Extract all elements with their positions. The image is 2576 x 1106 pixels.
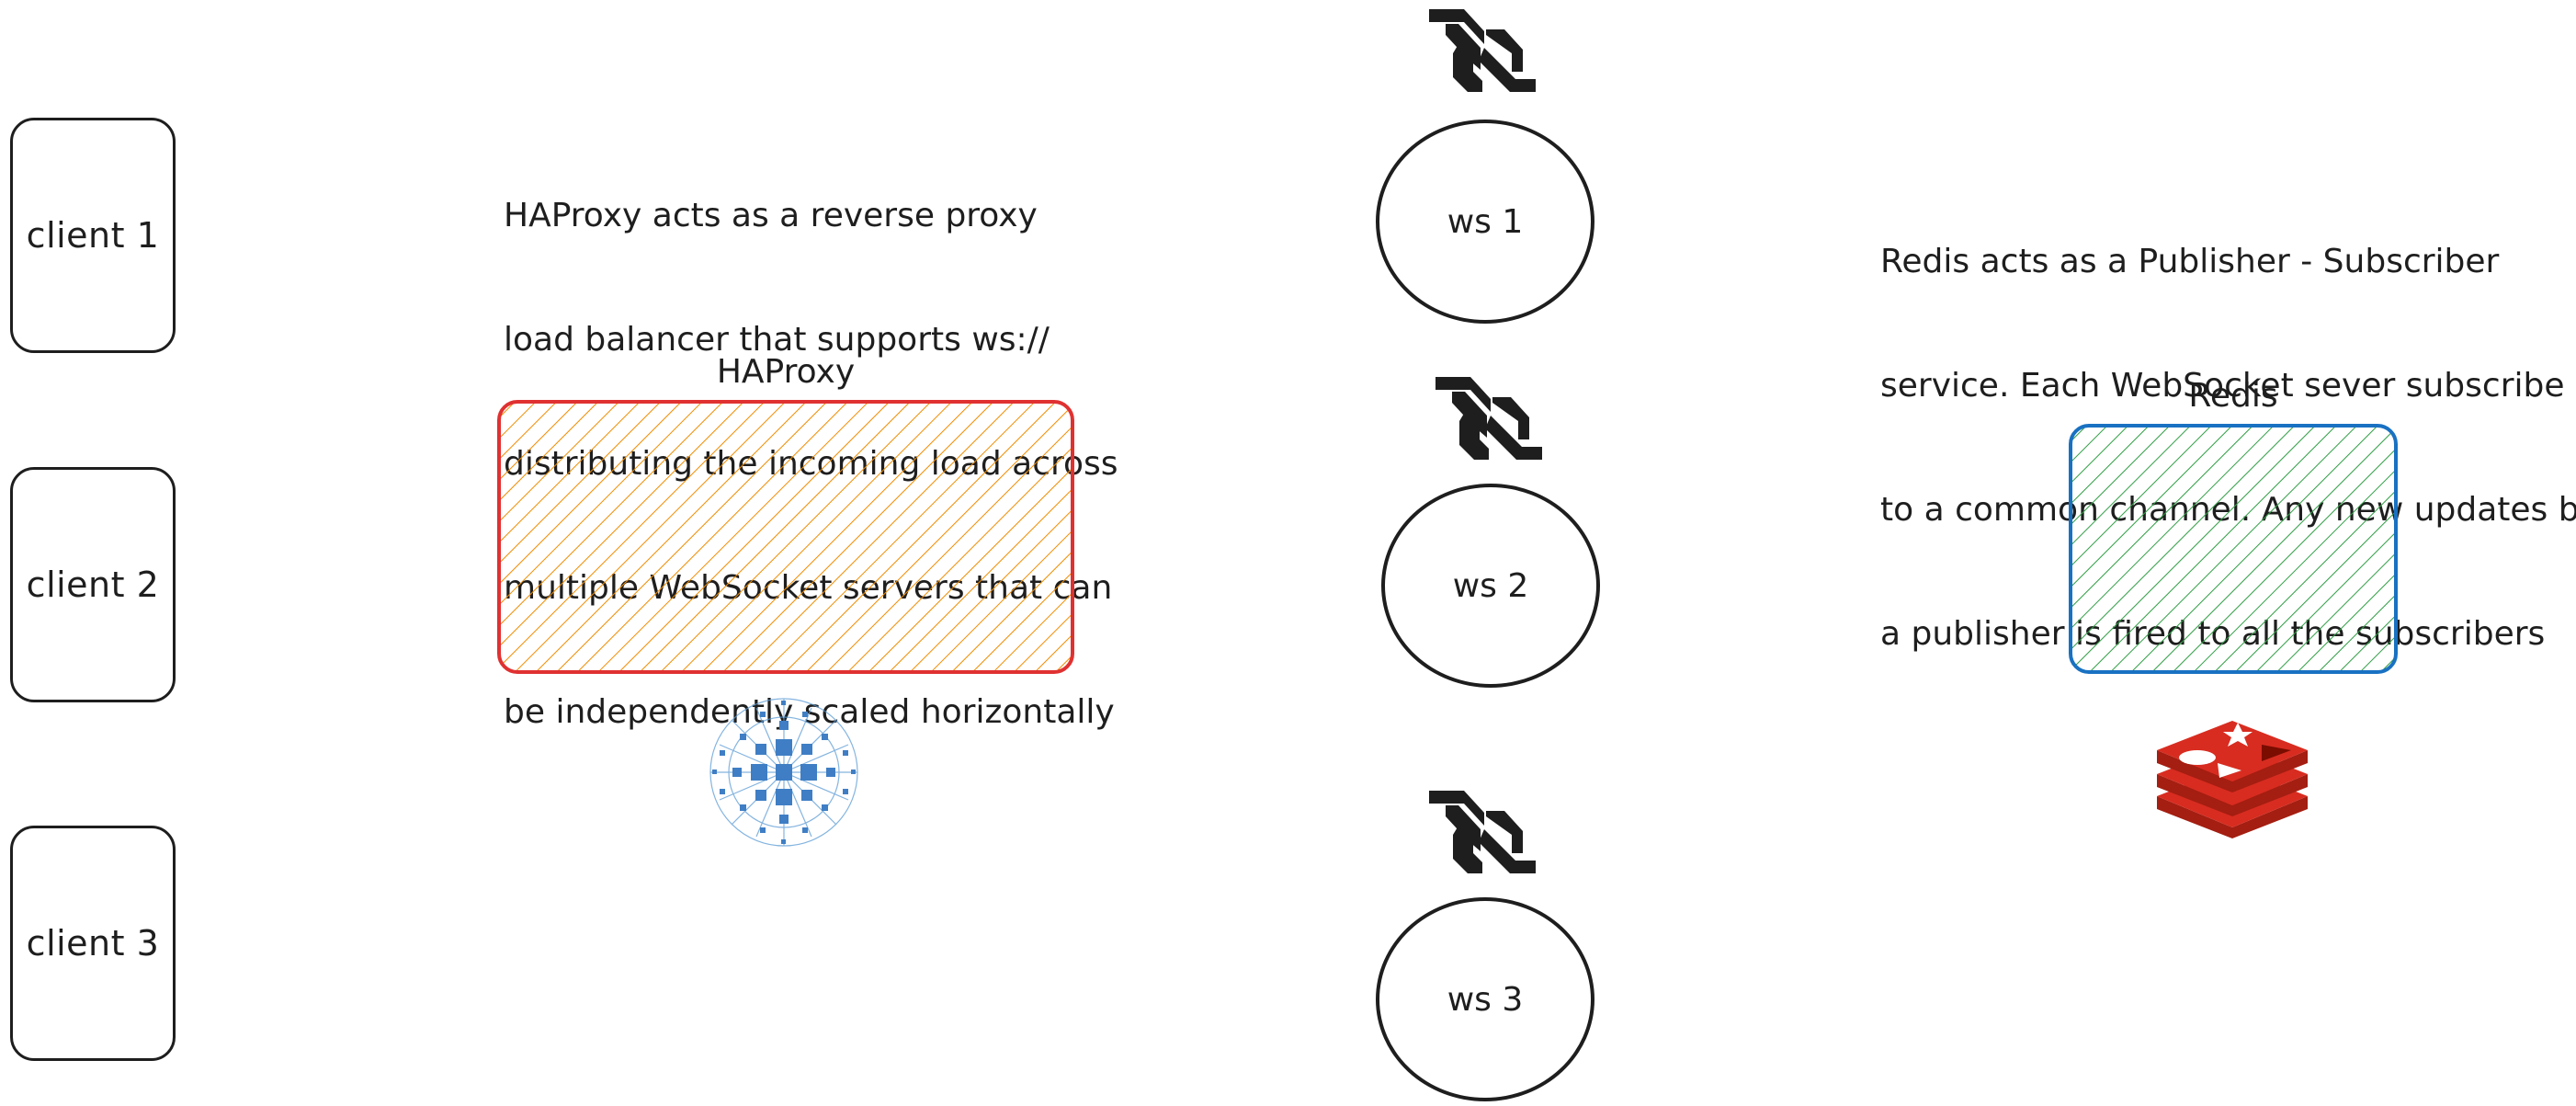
redis-note-line: service. Each WebSocket sever subscribe: [1880, 367, 2565, 405]
ws-2-node[interactable]: ws 2: [1381, 484, 1600, 688]
ws-3-label: ws 3: [1447, 980, 1524, 1019]
ws-3-node[interactable]: ws 3: [1376, 897, 1594, 1101]
client-3-box[interactable]: client 3: [10, 826, 176, 1061]
redis-note-line: Redis acts as a Publisher - Subscriber: [1880, 243, 2500, 280]
client-1-box[interactable]: client 1: [10, 118, 176, 353]
client-3-label: client 3: [26, 923, 160, 963]
haproxy-note-line: load balancer that supports ws://: [504, 321, 1050, 359]
redis-logo-icon: [2153, 706, 2311, 838]
haproxy-box[interactable]: [496, 399, 1075, 675]
client-1-label: client 1: [26, 215, 160, 256]
redis-box[interactable]: [2068, 423, 2399, 675]
haproxy-note-line: be independently scaled horizontally: [504, 693, 1115, 731]
haproxy-title: HAProxy: [716, 353, 856, 391]
client-2-box[interactable]: client 2: [10, 467, 176, 702]
client-2-label: client 2: [26, 564, 160, 605]
ws-1-node[interactable]: ws 1: [1376, 120, 1594, 324]
ws-1-label: ws 1: [1447, 202, 1524, 241]
redis-title: Redis: [2188, 377, 2278, 415]
redis-box-shape: [2069, 424, 2398, 674]
websocket-logo-icon: [1427, 7, 1541, 96]
haproxy-logo-icon: [701, 690, 867, 855]
ws-2-label: ws 2: [1452, 566, 1529, 605]
haproxy-note-line: HAProxy acts as a reverse proxy: [504, 197, 1038, 234]
websocket-logo-icon: [1427, 789, 1541, 877]
websocket-logo-icon: [1434, 375, 1548, 463]
haproxy-box-shape: [497, 400, 1074, 674]
